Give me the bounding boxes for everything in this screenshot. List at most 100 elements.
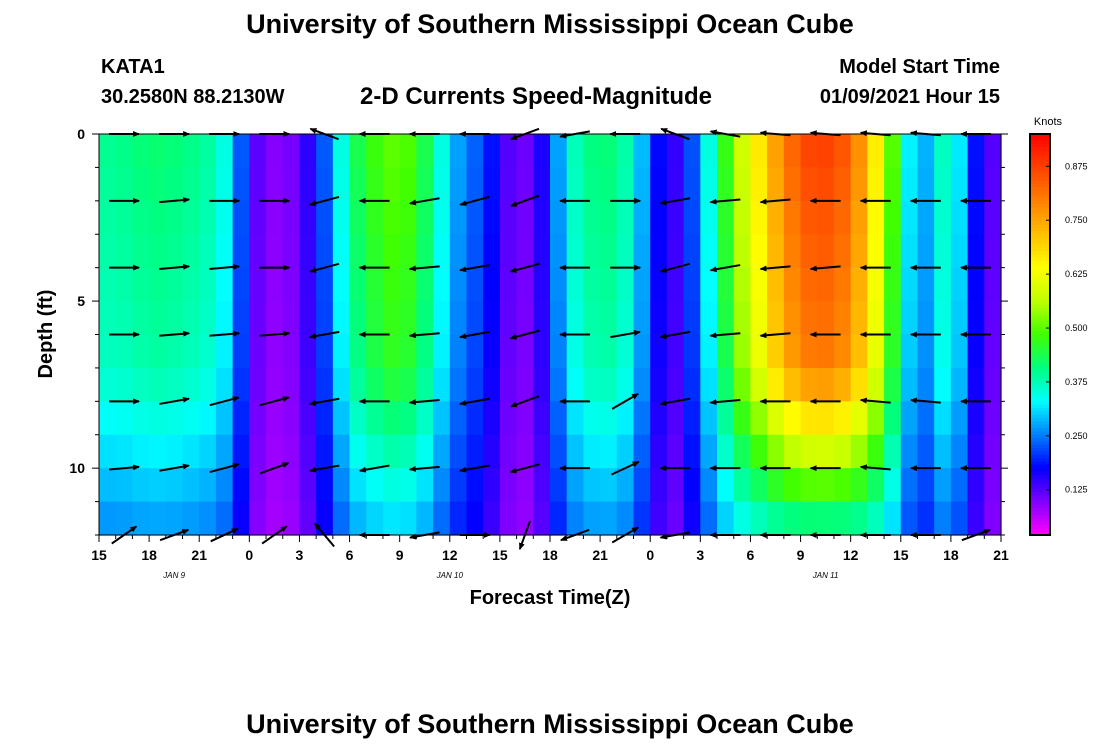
heatmap-cell <box>800 167 818 202</box>
heatmap-cell <box>232 434 250 469</box>
heatmap-cell <box>700 301 718 336</box>
heatmap-cell <box>249 434 267 469</box>
heatmap-cell <box>650 401 668 436</box>
heatmap-cell <box>833 167 852 202</box>
colorbar-segment <box>1030 284 1050 289</box>
heatmap-cell <box>115 434 134 469</box>
colorbar-segment <box>1030 267 1050 272</box>
heatmap-cell <box>533 434 551 469</box>
heatmap-cell <box>349 301 367 336</box>
current-arrow <box>509 463 540 474</box>
heatmap-cell <box>266 367 284 402</box>
heatmap-cell <box>132 468 150 503</box>
heatmap-cell <box>282 401 301 436</box>
heatmap-cell <box>917 134 935 169</box>
colorbar-segment <box>1030 458 1050 463</box>
heatmap-cell <box>516 200 534 235</box>
heatmap-cell <box>483 267 501 302</box>
heatmap-cell <box>115 468 134 503</box>
colorbar-segment <box>1030 421 1050 426</box>
heatmap-cell <box>783 434 802 469</box>
heatmap-cell <box>900 167 919 202</box>
colorbar-segment <box>1030 461 1050 466</box>
heatmap-cell <box>316 468 334 503</box>
heatmap-cell <box>266 234 284 269</box>
heatmap-cell <box>550 234 568 269</box>
heatmap-cell <box>650 134 668 169</box>
heatmap-cell <box>165 167 184 202</box>
heatmap-cell <box>516 234 534 269</box>
heatmap-cell <box>449 468 468 503</box>
heatmap-cell <box>600 401 618 436</box>
colorbar-segment <box>1030 431 1050 436</box>
heatmap-cell <box>115 401 134 436</box>
heatmap-cell <box>783 334 802 369</box>
colorbar-segment <box>1030 331 1050 336</box>
heatmap-cell <box>382 501 401 536</box>
heatmap-cell <box>934 167 952 202</box>
heatmap-cell <box>449 501 468 536</box>
heatmap-cell <box>967 167 985 202</box>
heatmap-cell <box>616 167 635 202</box>
current-arrow <box>459 195 490 207</box>
current-arrow <box>659 197 691 206</box>
heatmap-cell <box>99 468 117 503</box>
heatmap-cell <box>366 367 384 402</box>
colorbar-segment <box>1030 277 1050 282</box>
colorbar-segment <box>1030 347 1050 352</box>
heatmap-cell <box>717 234 735 269</box>
colorbar-tick-label: 0.875 <box>1065 161 1088 171</box>
heatmap-cell <box>449 234 468 269</box>
colorbar-segment <box>1030 488 1050 493</box>
colorbar-segment <box>1030 501 1050 506</box>
colorbar-segment <box>1030 180 1050 185</box>
colorbar-segment <box>1030 297 1050 302</box>
station-location: 30.2580N 88.2130W <box>101 86 285 108</box>
colorbar-segment <box>1030 344 1050 349</box>
heatmap-cell <box>299 501 317 536</box>
heatmap-cell <box>566 367 585 402</box>
x-tick-label: 21 <box>592 547 608 563</box>
current-arrow <box>308 397 340 406</box>
current-arrow <box>408 399 440 406</box>
heatmap-cell <box>382 234 401 269</box>
heatmap-cell <box>449 167 468 202</box>
heatmap-cell <box>900 501 919 536</box>
heatmap-cell <box>449 134 468 169</box>
heatmap-cell <box>733 334 752 369</box>
heatmap-cell <box>817 301 835 336</box>
heatmap-cell <box>666 367 685 402</box>
current-arrow <box>509 194 540 207</box>
heatmap-cell <box>850 367 868 402</box>
heatmap-cell <box>967 200 985 235</box>
heatmap-cell <box>917 334 935 369</box>
heatmap-cell <box>433 468 451 503</box>
heatmap-cell <box>867 401 885 436</box>
heatmap-cell <box>199 401 217 436</box>
colorbar-segment <box>1030 324 1050 329</box>
heatmap-cell <box>165 434 184 469</box>
heatmap-cell <box>266 134 284 169</box>
heatmap-cell <box>817 334 835 369</box>
heatmap-cell <box>366 200 384 235</box>
heatmap-cell <box>566 401 585 436</box>
heatmap-cell <box>165 334 184 369</box>
heatmap-cell <box>382 367 401 402</box>
current-arrow <box>909 397 941 404</box>
heatmap-cell <box>984 334 1002 369</box>
colorbar-segment <box>1030 260 1050 265</box>
heatmap-cell <box>550 401 568 436</box>
heatmap-cell <box>550 134 568 169</box>
current-arrow <box>259 330 291 337</box>
heatmap-cell <box>583 434 601 469</box>
heatmap-cell <box>299 267 317 302</box>
heatmap-cell <box>215 434 234 469</box>
heatmap-cell <box>533 267 551 302</box>
colorbar-segment <box>1030 144 1050 148</box>
heatmap-cell <box>215 134 234 169</box>
heatmap-cell <box>984 234 1002 269</box>
heatmap-cell <box>483 501 501 536</box>
heatmap-cell <box>516 434 534 469</box>
heatmap-cell <box>616 401 635 436</box>
heatmap-cell <box>566 301 585 336</box>
